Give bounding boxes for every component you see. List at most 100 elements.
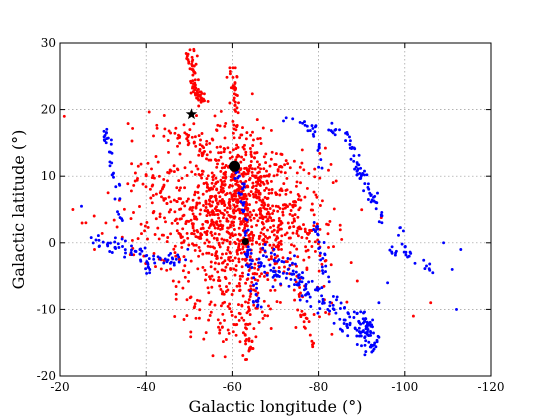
red-point [178,217,182,221]
red-point [314,193,318,197]
blue-point [162,261,166,265]
red-point [174,292,178,296]
red-point [241,354,245,357]
red-point [196,167,200,171]
red-point [236,252,239,256]
red-point [248,236,252,240]
red-point [271,212,274,215]
blue-point [177,255,181,259]
red-point [234,323,238,327]
red-point [256,165,260,169]
red-point [237,101,240,105]
red-point [266,314,270,318]
red-point [207,318,211,322]
red-point [278,300,282,304]
red-point [229,215,233,219]
blue-point [285,271,289,275]
blue-point [259,305,263,309]
blue-point [334,128,338,131]
red-point [238,239,242,243]
red-point [240,265,244,269]
red-point [310,339,314,343]
blue-point [305,299,309,303]
red-point [197,104,201,108]
blue-point [320,294,324,298]
red-point [219,145,222,149]
red-point [221,290,225,294]
red-point [262,206,266,210]
red-point [261,222,265,226]
red-point [184,52,188,55]
red-point [158,212,162,216]
blue-point [284,116,288,120]
red-point [255,160,259,164]
red-point [260,272,263,276]
blue-point [328,304,332,308]
red-point [242,197,246,201]
red-point [233,66,237,70]
red-point [234,109,238,113]
red-point [233,87,237,91]
red-point [182,213,186,217]
red-point [210,285,214,289]
red-point [242,194,246,198]
red-point [165,202,169,205]
grid [60,43,491,376]
red-point [272,233,276,237]
red-point [169,200,173,204]
red-point [197,172,201,176]
red-point [80,221,84,225]
red-point [194,62,198,66]
red-point [303,195,307,199]
blue-point [390,245,394,249]
red-point [239,179,243,183]
red-point [268,212,271,216]
red-point [276,168,280,172]
red-point [258,191,262,195]
blue-point [352,154,356,158]
red-point [248,210,252,214]
red-point [270,219,274,223]
blue-point [335,298,338,302]
red-point [202,204,205,207]
red-point [214,181,218,185]
red-point [218,331,222,335]
red-point [178,232,182,236]
red-point [291,205,295,209]
red-point [241,245,245,249]
red-point [229,251,232,255]
blue-point [144,267,148,271]
blue-point [372,343,376,347]
red-point [210,219,214,223]
red-point [173,131,177,135]
red-point [221,162,225,166]
red-point [188,128,192,132]
red-point [237,257,241,261]
blue-point [343,318,347,322]
blue-point [263,270,267,274]
red-point [217,243,221,247]
red-point [270,191,274,195]
red-point [299,181,302,185]
red-point [230,155,234,159]
red-point [223,208,227,212]
red-point [132,211,135,214]
red-point [196,78,200,82]
red-point [228,69,232,73]
red-point [269,288,273,292]
red-point [223,204,227,208]
red-point [150,167,153,171]
red-point [165,240,169,244]
red-point [249,160,253,163]
red-point [286,221,290,225]
red-point [202,182,206,185]
y-tick-label: -10 [37,302,56,316]
blue-point [108,160,112,164]
red-point [313,175,317,179]
red-point [189,91,193,95]
red-point [238,284,242,288]
blue-point [373,194,377,198]
blue-point [321,269,324,273]
red-point [302,168,306,172]
red-point [220,268,224,272]
